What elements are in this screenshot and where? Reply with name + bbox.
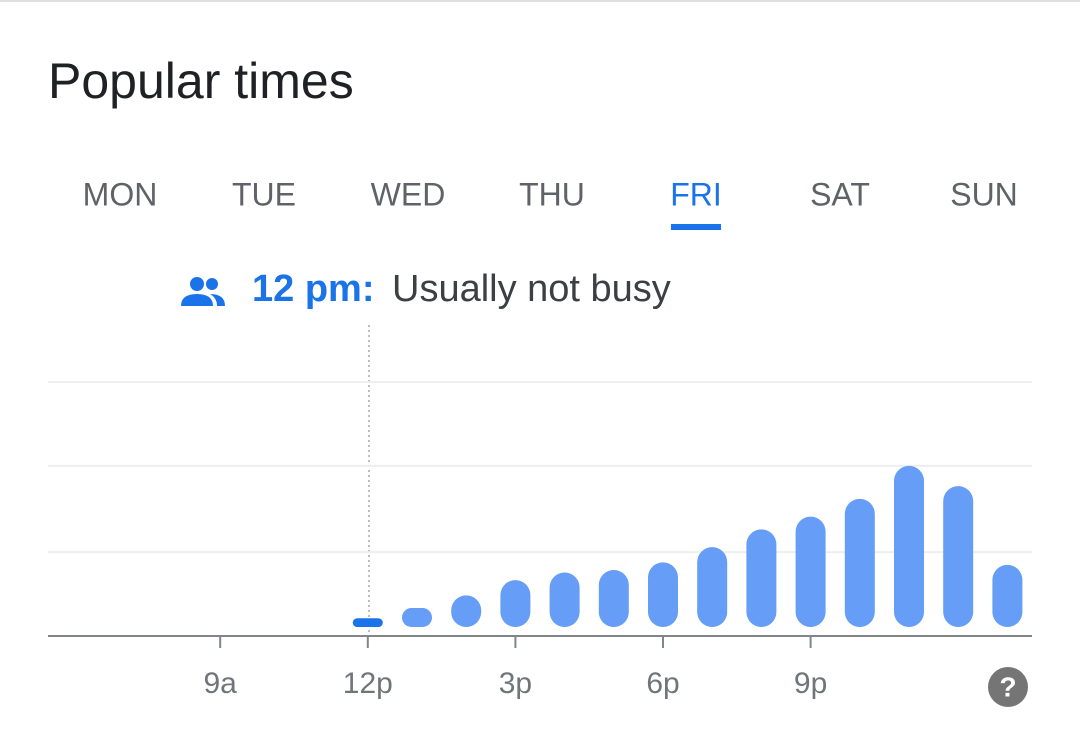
- day-tab[interactable]: THU: [519, 176, 585, 212]
- status-text: Usually not busy: [392, 268, 671, 310]
- bar: [844, 498, 875, 627]
- bar: [500, 580, 531, 627]
- x-tick-label: 12p: [343, 667, 393, 700]
- day-tab[interactable]: WED: [371, 176, 446, 212]
- day-tab[interactable]: SUN: [950, 176, 1018, 212]
- bar: [648, 562, 678, 627]
- day-tab[interactable]: MON: [83, 176, 158, 212]
- bar: [943, 486, 974, 627]
- tab-indicator: [671, 224, 721, 230]
- help-icon[interactable]: ?: [999, 671, 1016, 702]
- bar: [992, 564, 1023, 627]
- bar: [549, 572, 580, 627]
- plot: 9a 12p 3p 6p 9p: [48, 381, 1032, 700]
- status-time: 12 pm:: [252, 268, 374, 310]
- day-tab[interactable]: FRI: [670, 176, 722, 212]
- bar: [746, 529, 777, 627]
- bar: [402, 608, 432, 627]
- bar: [598, 569, 629, 627]
- help-button[interactable]: [988, 667, 1028, 707]
- bar: [697, 547, 728, 627]
- bar: [352, 618, 383, 627]
- bar: [451, 595, 482, 627]
- x-tick-label: 6p: [646, 667, 679, 700]
- people-icon: [181, 277, 225, 306]
- day-tabs: MON TUE WED THU FRI SAT SUN: [83, 176, 1018, 230]
- day-tab[interactable]: SAT: [810, 176, 870, 212]
- bar: [795, 516, 826, 627]
- x-tick-label: 9p: [794, 667, 827, 700]
- title: Popular times: [48, 53, 354, 109]
- x-tick-label: 9a: [204, 667, 238, 700]
- bar: [894, 465, 924, 627]
- day-tab[interactable]: TUE: [232, 176, 296, 212]
- x-tick-label: 3p: [499, 667, 532, 700]
